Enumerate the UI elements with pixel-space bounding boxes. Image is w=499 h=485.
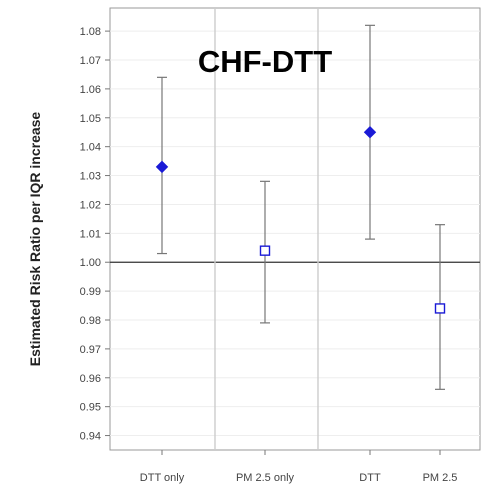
x-tick-label: PM 2.5 [423, 472, 458, 484]
data-points [155, 24, 446, 390]
y-tick-label: 0.99 [80, 286, 101, 298]
y-tick-label: 1.07 [80, 55, 101, 67]
x-tick-label: DTT only [140, 472, 185, 484]
grid [110, 30, 480, 437]
y-tick-label: 0.97 [80, 344, 101, 356]
estimate-marker-diamond [155, 160, 169, 174]
chart-title: CHF-DTT [198, 44, 332, 79]
panel-dividers [214, 8, 319, 450]
y-tick-label: 1.04 [80, 142, 101, 154]
y-tick-label: 0.95 [80, 402, 101, 414]
x-tick-label: DTT [359, 472, 381, 484]
x-tick-label: PM 2.5 only [236, 472, 295, 484]
y-tick-label: 1.03 [80, 171, 101, 183]
y-tick-label: 1.05 [80, 113, 101, 125]
estimate-marker-square [259, 245, 271, 256]
x-axis: DTT only PM 2.5 only DTT PM 2.5 [140, 450, 458, 484]
estimate-marker-diamond [363, 126, 377, 139]
y-tick-label: 1.01 [80, 228, 101, 240]
y-tick-label: 1.00 [80, 257, 101, 269]
y-tick-label: 0.98 [80, 315, 101, 327]
y-tick-label: 0.96 [80, 373, 101, 385]
y-tick-label: 1.06 [80, 84, 101, 96]
y-axis-label: Estimated Risk Ratio per IQR increase [27, 112, 43, 367]
estimate-marker-square [434, 303, 446, 314]
y-tick-label: 1.08 [80, 26, 101, 38]
y-tick-label: 1.02 [80, 199, 101, 211]
plot-frame [109, 7, 481, 451]
y-tick-label: 0.94 [80, 431, 101, 443]
y-axis: 0.94 0.95 0.96 0.97 0.98 0.99 1.00 1.01 1.02 1.03… [80, 26, 110, 443]
